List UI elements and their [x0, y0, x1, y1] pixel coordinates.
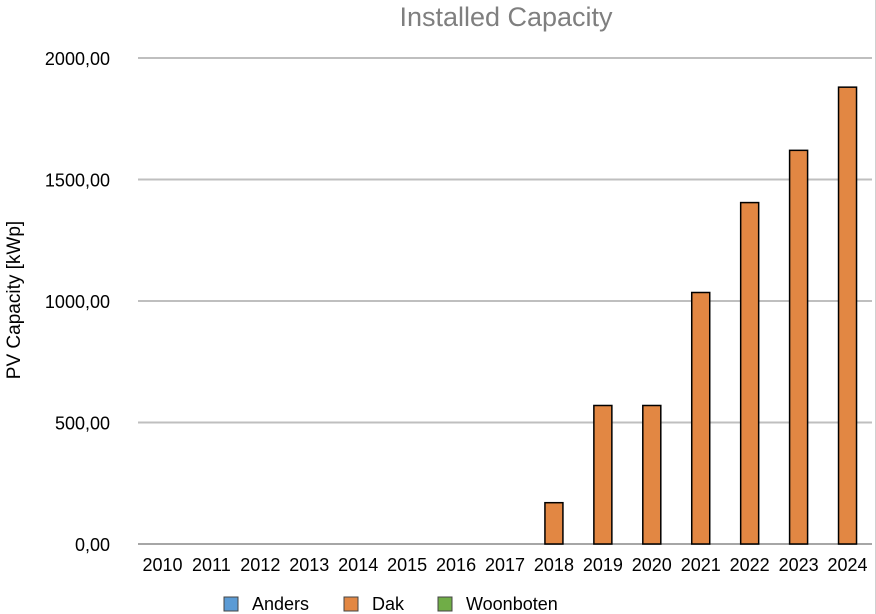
bar-dak-2024: [837, 86, 858, 545]
y-axis-label: PV Capacity [kWp]: [4, 221, 25, 379]
y-tick-labels: 0,00 500,00 1000,00 1500,00 2000,00: [45, 49, 110, 555]
bar-dak-2021: [690, 291, 711, 545]
x-tick-label: 2012: [240, 555, 280, 575]
y-tick-label: 1500,00: [45, 171, 110, 191]
x-tick-label: 2019: [583, 555, 623, 575]
bar-dak-2018: [544, 501, 564, 545]
x-tick-label: 2013: [289, 555, 329, 575]
x-tick-label: 2014: [338, 555, 378, 575]
x-tick-label: 2023: [779, 555, 819, 575]
legend-swatch-dak: [343, 596, 359, 612]
legend-swatch-anders: [223, 596, 239, 612]
x-tick-label: 2018: [534, 555, 574, 575]
x-tick-label: 2024: [828, 555, 868, 575]
y-tick-label: 2000,00: [45, 49, 110, 69]
x-tick-label: 2017: [485, 555, 525, 575]
legend: Anders Dak Woonboten: [223, 594, 558, 614]
y-tick-label: 500,00: [55, 414, 110, 434]
legend-label-woonboten: Woonboten: [466, 594, 558, 614]
bar-dak-2020: [642, 404, 662, 545]
x-tick-label: 2021: [681, 555, 721, 575]
x-tick-label: 2020: [632, 555, 672, 575]
x-tick-label: 2015: [387, 555, 427, 575]
legend-swatch-woonboten: [437, 596, 453, 612]
gridlines: [138, 57, 872, 545]
x-tick-labels: 2010 2011 2012 2013 2014 2015 2016 2017 2018 2019…: [142, 555, 867, 575]
chart-title: Installed Capacity: [399, 2, 613, 32]
x-tick-label: 2022: [730, 555, 770, 575]
x-tick-label: 2010: [142, 555, 182, 575]
bars: [544, 86, 858, 545]
x-tick-label: 2016: [436, 555, 476, 575]
legend-label-dak: Dak: [372, 594, 405, 614]
x-tick-label: 2011: [192, 555, 231, 575]
bar-dak-2019: [593, 404, 613, 545]
bar-dak-2022: [739, 201, 760, 545]
bar-dak-2023: [788, 149, 809, 545]
y-tick-label: 0,00: [75, 535, 110, 555]
legend-label-anders: Anders: [252, 594, 309, 614]
y-tick-label: 1000,00: [45, 292, 110, 312]
